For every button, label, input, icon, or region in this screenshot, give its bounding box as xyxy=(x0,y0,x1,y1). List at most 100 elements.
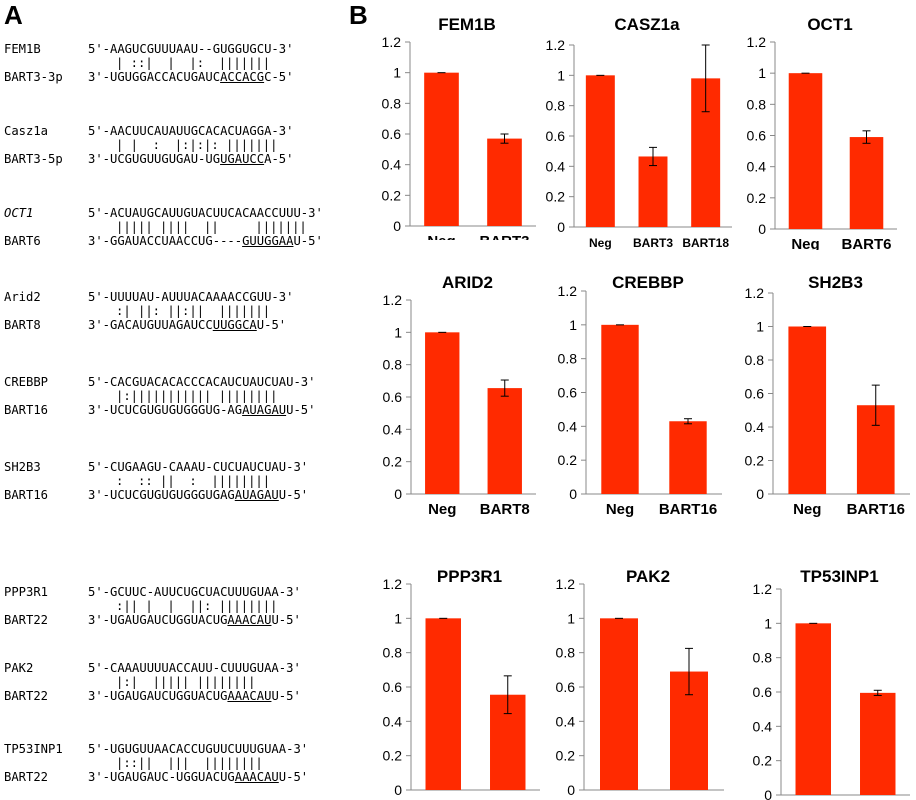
y-tick-label: 0.4 xyxy=(383,713,403,729)
y-tick-label: 1 xyxy=(394,610,402,626)
y-tick-label: 0 xyxy=(567,782,575,798)
bar-chart-fem1b: FEM1B 0 0.2 0.4 0.6 0.8 1 1.2 Neg BART3 xyxy=(382,15,536,240)
y-tick-label: 1.2 xyxy=(556,576,576,592)
mirna-name: BART8 xyxy=(4,318,41,332)
mirna-sequence: 3'-UGAUGAUC-UGGUACUGAAACAUU-5' xyxy=(88,768,308,786)
category-label: Neg xyxy=(429,797,457,800)
mirna-seq-part: C-5' xyxy=(264,70,294,84)
category-label: BART3 xyxy=(633,236,673,250)
y-tick-label: 0.8 xyxy=(382,95,402,111)
y-tick-label: 1.2 xyxy=(383,576,403,592)
category-label: BART16 xyxy=(847,501,905,518)
mirna-sequence: 3'-UGUGGACCACUGAUCACCACGC-5' xyxy=(88,68,293,86)
mirna-name: BART22 xyxy=(4,770,49,784)
alignment-panel: FEM1B 5'-AAGUCGUUUAAU--GUGGUGCU-3' | ::| |… xyxy=(0,0,352,800)
y-tick-label: 1 xyxy=(557,67,565,83)
mirna-seq-part: 3'-UCGUGUUGUGAU-UG xyxy=(88,152,221,166)
y-tick-label: 0.2 xyxy=(556,748,576,764)
category-label: BART16 xyxy=(659,501,717,518)
y-tick-label: 0.4 xyxy=(546,158,566,174)
mirna-sequence: 3'-UCGUGUUGUGAU-UGUGAUCCA-5' xyxy=(88,150,293,168)
y-tick-label: 0.8 xyxy=(546,98,566,114)
y-tick-label: 0.2 xyxy=(546,189,566,205)
mirna-sequence: 3'-UCUCGUGUGUGGGUGAGAUAGAUU-5' xyxy=(88,486,308,504)
target-gene-name: OCT1 xyxy=(4,206,34,220)
base-pairing: | | : |:|:|: ||||||| xyxy=(116,138,278,152)
bar-chart-crebbp: CREBBP 0 0.2 0.4 0.6 0.8 1 1.2 Neg BART16 xyxy=(558,273,722,518)
bar-neg xyxy=(601,324,639,494)
chart-title: FEM1B xyxy=(438,15,496,34)
mirna-seq-part: 3'-UGAUGAUCUGGUACUG xyxy=(88,613,228,627)
seed-region: UUGGCA xyxy=(212,318,257,332)
y-tick-label: 1.2 xyxy=(745,285,765,301)
y-tick-label: 0.8 xyxy=(383,357,403,373)
mirna-seq-part: 3'-GACAUGUUAGAUCC xyxy=(88,318,213,332)
bar-chart-ppp3r1: PPP3R1 0 0.2 0.4 0.6 0.8 1 1.2 Neg BART22 xyxy=(383,567,540,800)
category-label: Neg xyxy=(605,797,633,800)
y-tick-label: 1 xyxy=(393,65,401,81)
y-tick-label: 0.8 xyxy=(747,96,767,112)
mirna-seq-part: U-5' xyxy=(256,318,287,332)
target-gene-name: PAK2 xyxy=(4,661,34,675)
y-tick-label: 1 xyxy=(758,65,766,81)
y-tick-label: 0.4 xyxy=(745,419,765,435)
bar-neg xyxy=(425,618,461,790)
target-sequence: 5'-CACGUACACACCCACAUCUAUCUAU-3' xyxy=(88,375,316,389)
bar-neg xyxy=(424,72,459,227)
mirna-seq-part: U-5' xyxy=(278,488,309,502)
base-pairing: ||||| |||| || ||||||| xyxy=(116,220,307,234)
mirna-seq-part: U-5' xyxy=(286,403,316,417)
bar-bart6 xyxy=(849,137,884,229)
seed-region: AUAGAU xyxy=(234,488,279,502)
mirna-name: BART22 xyxy=(4,689,49,703)
y-tick-label: 0.6 xyxy=(753,684,773,700)
bar-neg xyxy=(795,623,831,795)
mirna-seq-part: 3'-UGAUGAUC-UGGUACUG xyxy=(88,770,235,784)
y-tick-label: 0.6 xyxy=(558,385,578,401)
bar-chart-oct1: OCT1 0 0.2 0.4 0.6 0.8 1 1.2 Neg BART6 xyxy=(747,15,897,250)
y-tick-label: 1.2 xyxy=(753,581,773,597)
seed-region: UGAUCC xyxy=(220,152,265,166)
y-tick-label: 0.8 xyxy=(556,645,576,661)
y-tick-label: 0.4 xyxy=(558,418,578,434)
y-tick-label: 0.6 xyxy=(382,126,402,142)
category-label: Neg xyxy=(427,233,455,240)
category-label: Neg xyxy=(791,236,819,250)
y-tick-label: 0 xyxy=(758,221,766,237)
y-tick-label: 0.6 xyxy=(383,679,403,695)
base-pairing: |:||||||||||| |||||||| xyxy=(116,389,278,403)
y-tick-label: 0.2 xyxy=(383,748,403,764)
target-sequence: 5'-CAAAUUUUACCAUU-CUUUGUAA-3' xyxy=(88,661,301,675)
y-tick-label: 1.2 xyxy=(558,283,578,299)
base-pairing: :|| | | ||: |||||||| xyxy=(116,599,278,613)
chart-title: OCT1 xyxy=(807,15,852,34)
y-tick-label: 1 xyxy=(756,319,764,335)
y-tick-label: 0.4 xyxy=(753,718,773,734)
mirna-seq-part: U-5' xyxy=(278,770,309,784)
y-tick-label: 0.4 xyxy=(382,157,402,173)
panel-a-letter: A xyxy=(4,0,23,30)
y-tick-label: 0.4 xyxy=(747,159,767,175)
bar-bart22 xyxy=(860,692,896,795)
mirna-seq-part: 3'-UGUGGACCACUGAUC xyxy=(88,70,221,84)
category-label: Neg xyxy=(793,501,821,518)
y-tick-label: 0 xyxy=(764,787,772,800)
mirna-sequence: 3'-UCUCGUGUGUGGGUG-AGAUAGAUU-5' xyxy=(88,401,315,419)
y-tick-label: 0.8 xyxy=(753,650,773,666)
bar-chart-arid2: ARID2 0 0.2 0.4 0.6 0.8 1 1.2 Neg BART8 xyxy=(383,273,536,518)
bar-neg xyxy=(788,326,827,494)
seed-region: AAACAU xyxy=(227,689,272,703)
seed-region: AAACAU xyxy=(227,613,272,627)
mirna-seq-part: 3'-UGAUGAUCUGGUACUG xyxy=(88,689,228,703)
mirna-name: BART16 xyxy=(4,488,49,502)
seed-region: ACCACG xyxy=(220,70,265,84)
y-tick-label: 0.6 xyxy=(747,128,767,144)
category-label: BART18 xyxy=(682,236,729,250)
bar-bart3 xyxy=(487,138,522,226)
mirna-seq-part: A-5' xyxy=(264,152,294,166)
mirna-sequence: 3'-GGAUACCUAACCUG----GUUGGAAU-5' xyxy=(88,232,323,250)
category-label: BART8 xyxy=(480,501,530,518)
mirna-name: BART22 xyxy=(4,613,49,627)
category-label: BART6 xyxy=(841,236,891,250)
